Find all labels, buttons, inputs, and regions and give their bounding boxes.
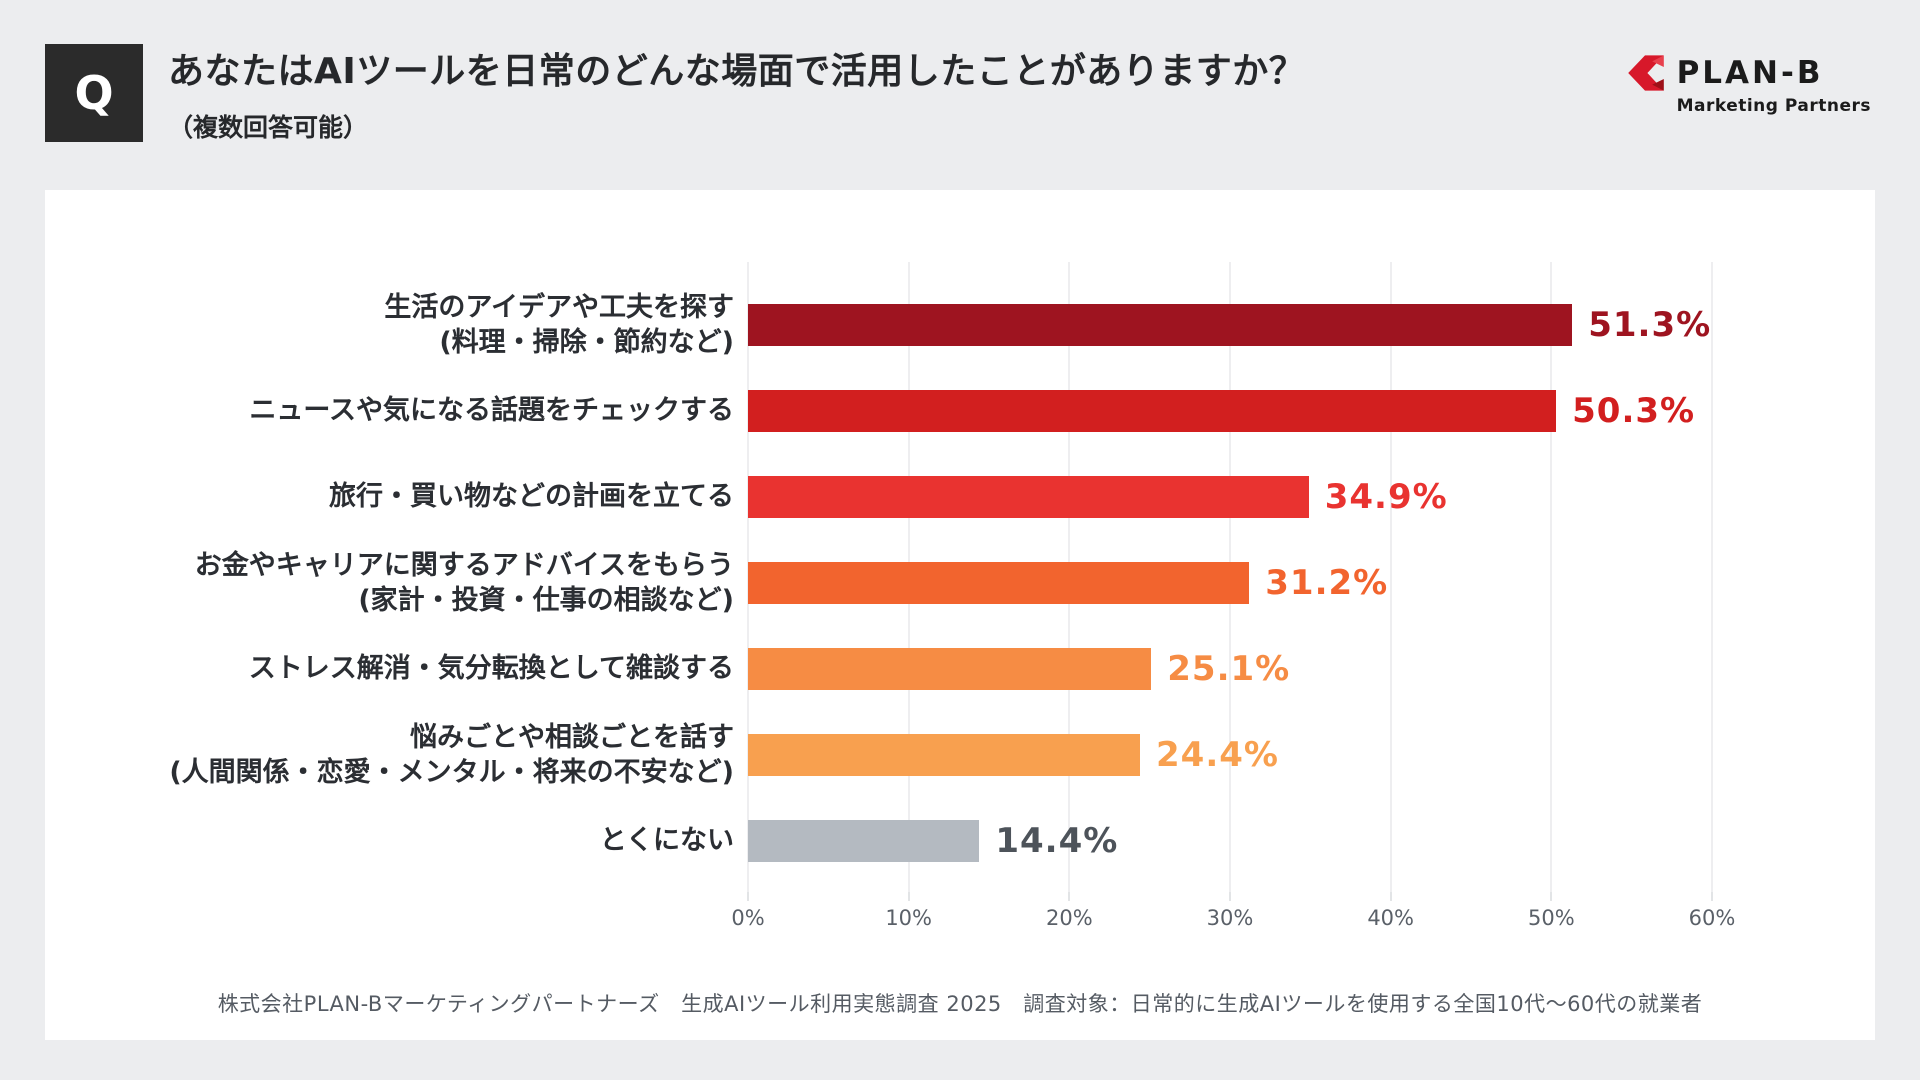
x-axis-tick xyxy=(1550,892,1552,901)
x-axis-tick xyxy=(1390,892,1392,901)
bar-category-label-sub: (料理・掃除・節約など) xyxy=(439,327,734,358)
bar-value-label: 50.3% xyxy=(1572,391,1696,431)
bar-track: 50.3% xyxy=(748,390,1712,432)
header: Q あなたはAIツールを日常のどんな場面で活用したことがありますか？ （複数回答… xyxy=(45,42,1875,162)
chart-card: 生活のアイデアや工夫を探す (料理・掃除・節約など) 51.3% ニュースや気に… xyxy=(45,190,1875,1040)
bar-track: 31.2% xyxy=(748,562,1712,604)
x-axis-tick-label: 10% xyxy=(885,906,932,930)
x-axis-tick-label: 20% xyxy=(1045,906,1093,930)
bar-row: ニュースや気になる話題をチェックする 50.3% xyxy=(45,368,1712,454)
bar-value-label: 51.3% xyxy=(1588,305,1712,345)
bar-track: 14.4% xyxy=(748,820,1712,862)
x-axis-tick xyxy=(747,892,749,901)
bar-category-label-main: ストレス解消・気分転換として雑談する xyxy=(248,653,734,685)
bar-category-label: 生活のアイデアや工夫を探す (料理・掃除・節約など) xyxy=(45,290,748,360)
bar-value-label: 24.4% xyxy=(1156,735,1279,775)
bar-category-label-main: ニュースや気になる話題をチェックする xyxy=(249,395,734,427)
bar-category-label: ニュースや気になる話題をチェックする xyxy=(45,393,748,428)
bar-row: 悩みごとや相談ごとを話す (人間関係・恋愛・メンタル・将来の不安など) 24.4… xyxy=(45,712,1712,798)
question-mark-badge: Q xyxy=(45,44,143,142)
bar xyxy=(748,562,1250,604)
bar-track: 24.4% xyxy=(748,734,1712,776)
bar-row: とくにない 14.4% xyxy=(45,798,1712,884)
bar-category-label-main: お金やキャリアに関するアドバイスをもらう xyxy=(194,549,734,581)
x-axis-tick xyxy=(908,892,910,901)
x-axis-tick xyxy=(1711,892,1713,901)
bar-category-label: とくにない xyxy=(45,823,748,858)
x-axis-tick-label: 0% xyxy=(731,906,765,930)
bar-category-label: お金やキャリアに関するアドバイスをもらう (家計・投資・仕事の相談など) xyxy=(45,548,748,618)
plan-b-logo-name: PLAN-B xyxy=(1676,55,1824,91)
bar xyxy=(748,390,1557,432)
bar-category-label-main: とくにない xyxy=(599,825,734,857)
bar-value-label: 34.9% xyxy=(1324,477,1448,517)
bar-category-label-sub: (家計・投資・仕事の相談など) xyxy=(358,585,734,616)
x-axis: 0% 10% 20% 30% 40% 50% 60% xyxy=(731,892,1735,938)
plan-b-logo: PLAN-B Marketing Partners xyxy=(1625,54,1871,116)
x-axis-tick xyxy=(1229,892,1231,901)
gridline xyxy=(1550,262,1552,892)
plan-b-logo-icon xyxy=(1625,54,1665,92)
page-title: あなたはAIツールを日常のどんな場面で活用したことがありますか？ xyxy=(168,51,1306,92)
bar-category-label-main: 悩みごとや相談ごとを話す xyxy=(410,721,734,753)
bar-category-label: ストレス解消・気分転換として雑談する xyxy=(45,651,748,686)
source-note: 株式会社PLAN-Bマーケティングパートナーズ 生成AIツール利用実態調査 20… xyxy=(217,992,1703,1016)
bar-value-label: 31.2% xyxy=(1265,563,1389,603)
bar-value-label: 25.1% xyxy=(1167,649,1291,689)
bar-track: 34.9% xyxy=(748,476,1712,518)
bar-category-label-main: 生活のアイデアや工夫を探す xyxy=(384,291,734,323)
question-mark-letter: Q xyxy=(74,66,114,120)
bar xyxy=(748,820,980,862)
bar-track: 25.1% xyxy=(748,648,1712,690)
x-axis-tick-label: 40% xyxy=(1367,906,1414,930)
plan-b-logo-tagline: Marketing Partners xyxy=(1676,96,1871,116)
bar-row: 生活のアイデアや工夫を探す (料理・掃除・節約など) 51.3% xyxy=(45,282,1712,368)
bar xyxy=(748,476,1309,518)
x-axis-tick-label: 30% xyxy=(1206,906,1254,930)
x-axis-tick-label: 60% xyxy=(1688,906,1736,930)
bar xyxy=(748,734,1141,776)
x-axis-tick-label: 50% xyxy=(1527,906,1575,930)
bar-row: お金やキャリアに関するアドバイスをもらう (家計・投資・仕事の相談など) 31.… xyxy=(45,540,1712,626)
bar xyxy=(748,648,1152,690)
bar-category-label: 旅行・買い物などの計画を立てる xyxy=(45,479,748,514)
bar-category-label-sub: (人間関係・恋愛・メンタル・将来の不安など) xyxy=(169,757,734,788)
gridline xyxy=(1390,262,1392,892)
page-subtitle: （複数回答可能） xyxy=(168,113,369,142)
bar xyxy=(748,304,1573,346)
bar-track: 51.3% xyxy=(748,304,1712,346)
bar-value-label: 14.4% xyxy=(995,821,1119,861)
gridline xyxy=(1711,262,1713,892)
title-block: あなたはAIツールを日常のどんな場面で活用したことがありますか？ （複数回答可能… xyxy=(168,42,1305,144)
bar-category-label: 悩みごとや相談ごとを話す (人間関係・恋愛・メンタル・将来の不安など) xyxy=(45,720,748,790)
bar-category-label-main: 旅行・買い物などの計画を立てる xyxy=(329,481,734,513)
x-axis-tick xyxy=(1068,892,1070,901)
bar-row: ストレス解消・気分転換として雑談する 25.1% xyxy=(45,626,1712,712)
bar-row: 旅行・買い物などの計画を立てる 34.9% xyxy=(45,454,1712,540)
bar-rows: 生活のアイデアや工夫を探す (料理・掃除・節約など) 51.3% ニュースや気に… xyxy=(45,282,1712,884)
